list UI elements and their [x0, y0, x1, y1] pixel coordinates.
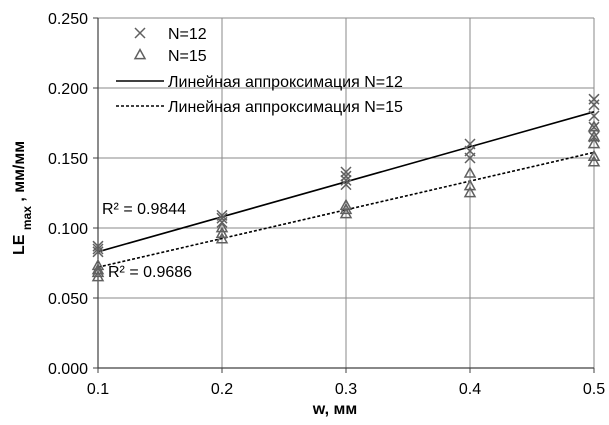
points-layer [91, 93, 601, 282]
legend-label-n15: N=15 [168, 48, 207, 65]
n15-point-6 [215, 221, 229, 233]
y-tick-label-4: 0.200 [48, 81, 88, 98]
x-tick-label-1: 0.2 [211, 381, 233, 398]
legend-x-marker [134, 27, 146, 39]
x-tick-label-0: 0.1 [87, 381, 109, 398]
r2-label-n15: R² = 0.9686 [108, 264, 192, 281]
legend-triangle-marker [133, 48, 147, 60]
legend-label-trend-n15: Линейная аппроксимация N=15 [168, 99, 403, 116]
y-tick-label-2: 0.100 [48, 221, 88, 238]
legend-item-n15: N=15 [133, 48, 207, 65]
ticks-layer: 0.1 0.2 0.3 0.4 0.5 0.000 0.050 0.100 0.150 0.200… [48, 11, 605, 398]
legend-item-trend-n15: Линейная аппроксимация N=15 [116, 99, 403, 116]
trendline-n12 [97, 111, 595, 253]
n15-point-11 [463, 179, 477, 191]
y-axis-title-unit: , мм/мм [11, 141, 28, 202]
n15-point-4 [215, 232, 229, 244]
n12-point-16 [588, 99, 600, 111]
y-axis-title-main: LE [11, 234, 28, 255]
y-tick-label-0: 0.000 [48, 361, 88, 378]
n12-point-4 [216, 212, 228, 224]
n15-point-10 [463, 186, 477, 198]
r2-label-n12: R² = 0.9844 [102, 201, 186, 218]
n15-point-16 [587, 130, 601, 142]
x-tick-label-3: 0.4 [459, 381, 481, 398]
legend-item-n12: N=12 [134, 26, 207, 43]
x-tick-label-2: 0.3 [335, 381, 357, 398]
y-axis-title: LE max , мм/мм [11, 141, 34, 255]
x-tick-label-4: 0.5 [583, 381, 605, 398]
legend: N=12 N=15 Линейная аппроксимация N=12 Ли… [116, 26, 403, 116]
n15-point-14 [587, 149, 601, 161]
n12-point-6 [340, 179, 352, 191]
n12-point-7 [340, 174, 352, 186]
n15-point-17 [587, 120, 601, 132]
n15-point-3 [91, 258, 105, 271]
n12-point-0 [92, 246, 104, 258]
y-tick-label-1: 0.050 [48, 291, 88, 308]
n12-point-8 [340, 170, 352, 182]
n12-point-9 [340, 166, 352, 178]
n15-point-13 [587, 155, 601, 167]
legend-item-trend-n12: Линейная аппроксимация N=12 [116, 74, 403, 91]
y-axis-title-subscript: max [20, 206, 34, 230]
y-tick-label-5: 0.250 [48, 11, 88, 28]
trendline-layer [97, 111, 595, 268]
n12-point-1 [92, 243, 104, 255]
x-axis-title: w, мм [312, 401, 357, 418]
n15-point-15 [587, 137, 601, 149]
n12-point-5 [216, 209, 228, 221]
n15-point-5 [215, 226, 229, 238]
n12-point-15 [588, 110, 600, 122]
legend-label-trend-n12: Линейная аппроксимация N=12 [168, 74, 403, 91]
n12-point-2 [92, 240, 104, 252]
n15-point-1 [91, 265, 105, 278]
legend-label-n12: N=12 [168, 26, 207, 43]
y-tick-label-3: 0.150 [48, 151, 88, 168]
n12-point-17 [588, 93, 600, 105]
n12-point-12 [464, 138, 476, 150]
n15-point-9 [339, 198, 353, 210]
n15-point-12 [463, 166, 477, 178]
